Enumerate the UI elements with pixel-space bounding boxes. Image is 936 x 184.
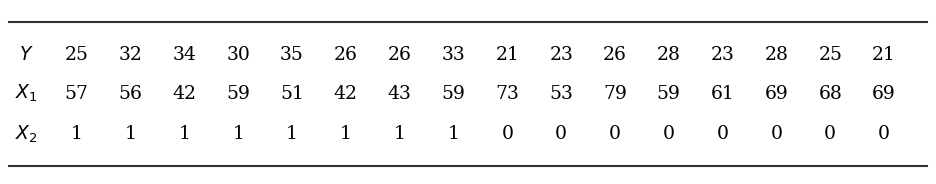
- Text: 69: 69: [872, 85, 896, 103]
- Text: 57: 57: [65, 85, 89, 103]
- Text: $X_{1}$: $X_{1}$: [15, 83, 37, 105]
- Text: 1: 1: [447, 125, 460, 143]
- Text: 42: 42: [172, 85, 197, 103]
- Text: 51: 51: [280, 85, 304, 103]
- Text: 1: 1: [71, 125, 82, 143]
- Text: 21: 21: [495, 46, 519, 64]
- Text: 0: 0: [878, 125, 890, 143]
- Text: 56: 56: [119, 85, 142, 103]
- Text: 26: 26: [388, 46, 412, 64]
- Text: 26: 26: [603, 46, 627, 64]
- Text: 59: 59: [227, 85, 250, 103]
- Text: 21: 21: [872, 46, 896, 64]
- Text: 28: 28: [765, 46, 788, 64]
- Text: 42: 42: [334, 85, 358, 103]
- Text: $X_{2}$: $X_{2}$: [15, 124, 37, 145]
- Text: 23: 23: [710, 46, 735, 64]
- Text: 1: 1: [124, 125, 137, 143]
- Text: 25: 25: [65, 46, 89, 64]
- Text: 73: 73: [495, 85, 519, 103]
- Text: 34: 34: [172, 46, 197, 64]
- Text: 43: 43: [388, 85, 412, 103]
- Text: 26: 26: [334, 46, 358, 64]
- Text: 68: 68: [818, 85, 842, 103]
- Text: 0: 0: [770, 125, 782, 143]
- Text: 35: 35: [280, 46, 304, 64]
- Text: 33: 33: [442, 46, 465, 64]
- Text: 25: 25: [818, 46, 842, 64]
- Text: 32: 32: [119, 46, 142, 64]
- Text: 0: 0: [663, 125, 675, 143]
- Text: 1: 1: [232, 125, 244, 143]
- Text: 30: 30: [227, 46, 250, 64]
- Text: 0: 0: [502, 125, 513, 143]
- Text: 1: 1: [394, 125, 405, 143]
- Text: 53: 53: [549, 85, 573, 103]
- Text: 0: 0: [717, 125, 728, 143]
- Text: 1: 1: [340, 125, 352, 143]
- Text: 79: 79: [603, 85, 627, 103]
- Text: 1: 1: [286, 125, 298, 143]
- Text: 61: 61: [710, 85, 735, 103]
- Text: 0: 0: [555, 125, 567, 143]
- Text: 0: 0: [825, 125, 836, 143]
- Text: 59: 59: [657, 85, 680, 103]
- Text: 0: 0: [609, 125, 621, 143]
- Text: $Y$: $Y$: [19, 46, 34, 64]
- Text: 59: 59: [442, 85, 465, 103]
- Text: 69: 69: [765, 85, 788, 103]
- Text: 28: 28: [657, 46, 680, 64]
- Text: 1: 1: [179, 125, 190, 143]
- Text: 23: 23: [549, 46, 573, 64]
